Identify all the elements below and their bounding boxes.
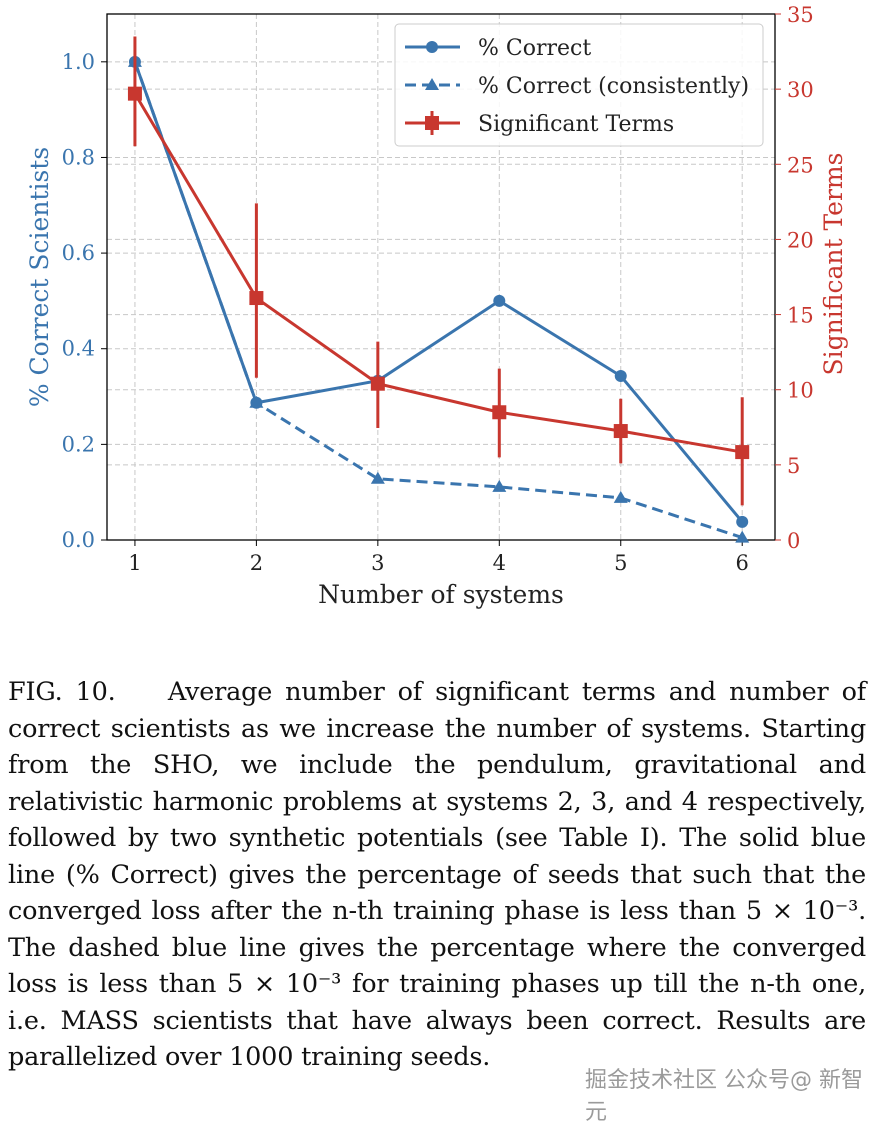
y-left-tick-label: 0.6 [62, 241, 95, 265]
data-point-square [735, 445, 750, 460]
chart: 1 2 3 4 5 6 0.0 0.2 0.4 0.6 0.8 1.0 0 5 10 15 20 25 30 35 Nu… [25, 3, 848, 609]
y-right-axis-label: Significant Terms [819, 153, 848, 376]
data-point-circle [736, 515, 749, 528]
legend-label: % Correct [478, 36, 591, 61]
y-left-axis-label: % Correct Scientists [25, 147, 54, 407]
caption-label: FIG. 10. [8, 677, 116, 707]
data-point-triangle [249, 395, 264, 408]
data-point-triangle [370, 471, 385, 484]
y-left-tick-label: 0.2 [62, 432, 95, 456]
x-tick-label: 2 [250, 551, 263, 575]
data-point-triangle [492, 479, 507, 492]
y-left-tick-label: 1.0 [62, 50, 95, 74]
x-axis-label: Number of systems [318, 580, 564, 609]
legend-label: % Correct (consistently) [478, 74, 749, 99]
y-right-tick-label: 25 [787, 153, 814, 177]
data-point-circle [614, 369, 627, 382]
series-line [133, 92, 743, 454]
x-tick-label: 3 [371, 551, 384, 575]
data-point-square [425, 116, 439, 130]
data-point-triangle [425, 78, 439, 90]
legend-label: Significant Terms [478, 112, 674, 137]
data-point-triangle [735, 530, 750, 543]
figure-caption: FIG. 10. Average number of significant t… [8, 674, 866, 1076]
data-point-square [613, 424, 628, 439]
x-tick-label: 6 [736, 551, 749, 575]
series-2 [127, 36, 750, 506]
y-left-tick-label: 0.4 [62, 337, 95, 361]
data-point-triangle [613, 490, 628, 503]
y-left-tick-label: 0.8 [62, 145, 95, 169]
y-right-tick-label: 10 [787, 379, 814, 403]
data-point-square [127, 86, 142, 101]
data-point-square [249, 291, 264, 306]
data-point-circle [493, 294, 506, 307]
x-tick-label: 4 [493, 551, 506, 575]
data-point-circle [426, 41, 438, 53]
y-right-tick-label: 5 [787, 454, 800, 478]
x-tick-label: 1 [128, 551, 141, 575]
y-right-tick-label: 30 [787, 78, 814, 102]
y-right-tick-label: 35 [787, 3, 814, 27]
x-tick-label: 5 [614, 551, 627, 575]
y-right-tick-label: 15 [787, 304, 814, 328]
watermark: 掘金技术社区 公众号@ 新智元 [585, 1068, 863, 1125]
data-point-square [492, 405, 507, 420]
legend: % Correct % Correct (consistently) Signifi… [394, 23, 764, 147]
data-point-square [370, 376, 385, 391]
caption-text: Average number of significant terms and … [8, 677, 866, 1072]
y-left-tick-label: 0.0 [62, 528, 95, 552]
y-right-tick-label: 20 [787, 228, 814, 252]
series-line [133, 61, 744, 523]
y-right-tick-label: 0 [787, 529, 800, 553]
plot-frame [106, 13, 776, 541]
legend-box [394, 23, 764, 147]
series-line [133, 61, 743, 540]
